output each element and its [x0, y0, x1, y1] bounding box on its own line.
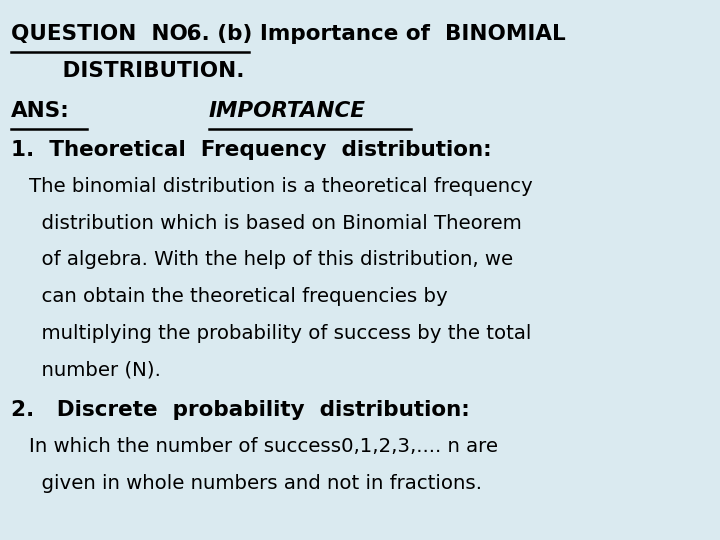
- Text: DISTRIBUTION.: DISTRIBUTION.: [40, 61, 244, 81]
- Text: of algebra. With the help of this distribution, we: of algebra. With the help of this distri…: [29, 251, 513, 269]
- Text: In which the number of success0,1,2,3,.... n are: In which the number of success0,1,2,3,..…: [29, 437, 498, 456]
- Text: The binomial distribution is a theoretical frequency: The binomial distribution is a theoretic…: [29, 177, 533, 196]
- Text: given in whole numbers and not in fractions.: given in whole numbers and not in fracti…: [29, 474, 482, 493]
- Text: IMPORTANCE: IMPORTANCE: [209, 100, 366, 120]
- Text: number (N).: number (N).: [29, 361, 161, 380]
- Text: QUESTION  NO.: QUESTION NO.: [11, 24, 195, 44]
- Text: multiplying the probability of success by the total: multiplying the probability of success b…: [29, 324, 531, 343]
- Text: distribution which is based on Binomial Theorem: distribution which is based on Binomial …: [29, 214, 521, 233]
- Text: ANS:: ANS:: [11, 100, 70, 120]
- Text: 6. (b) Importance of  BINOMIAL: 6. (b) Importance of BINOMIAL: [179, 24, 565, 44]
- Text: 1.  Theoretical  Frequency  distribution:: 1. Theoretical Frequency distribution:: [11, 140, 492, 160]
- Text: can obtain the theoretical frequencies by: can obtain the theoretical frequencies b…: [29, 287, 448, 306]
- Text: 2.   Discrete  probability  distribution:: 2. Discrete probability distribution:: [11, 400, 469, 420]
